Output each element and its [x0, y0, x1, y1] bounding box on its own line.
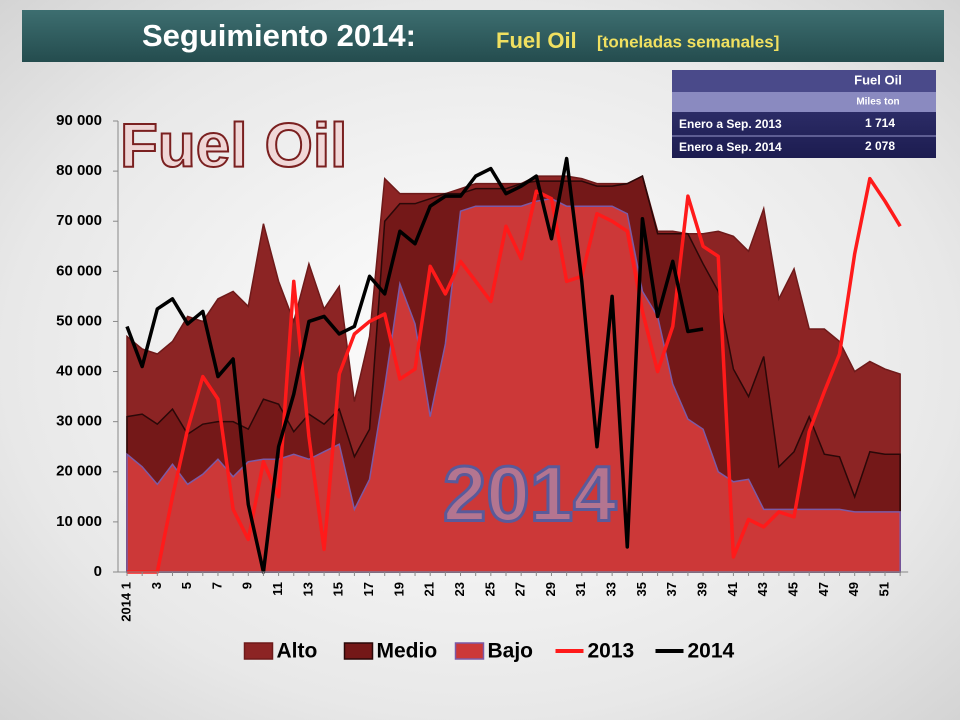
watermark: Fuel Oil [120, 111, 347, 180]
y-tick-label: 60 000 [56, 262, 102, 279]
subtitle: Fuel Oil [496, 28, 577, 53]
x-tick-label: 2014 1 [118, 582, 133, 622]
unit: [toneladas semanales] [597, 32, 779, 51]
x-tick-label: 45 [785, 582, 800, 596]
legend-label: 2013 [588, 640, 635, 663]
watermark: 2014 [443, 450, 617, 538]
x-tick-label: 33 [604, 582, 619, 596]
x-tick-label: 21 [422, 582, 437, 596]
table-subheader-text: Miles ton [856, 97, 899, 108]
y-tick-label: 0 [94, 563, 102, 580]
table-subheader [672, 92, 936, 112]
title: Seguimiento 2014: [142, 18, 416, 53]
table-header [672, 70, 936, 92]
line [125, 156, 704, 574]
y-tick-label: 20 000 [56, 463, 102, 480]
x-tick-label: 37 [664, 582, 679, 596]
x-tick-label: 25 [482, 582, 497, 596]
x-tick-label: 41 [725, 582, 740, 596]
legend-swatch [454, 642, 485, 660]
x-tick-label: 39 [695, 582, 710, 596]
x-tick-label: 5 [179, 582, 194, 589]
legend-swatch [243, 642, 274, 660]
y-tick-label: 80 000 [56, 162, 102, 179]
x-tick-label: 23 [452, 582, 467, 596]
x-tick-label: 7 [209, 582, 224, 589]
table-cell: 2 078 [865, 139, 895, 153]
y-tick-label: 30 000 [56, 413, 102, 430]
x-tick-label: 49 [846, 582, 861, 596]
x-tick-label: 15 [331, 582, 346, 596]
x-tick-label: 27 [513, 582, 528, 596]
x-tick-label: 47 [816, 582, 831, 596]
x-tick-label: 13 [300, 582, 315, 596]
legend-label: 2014 [688, 640, 735, 663]
y-tick-label: 40 000 [56, 363, 102, 380]
y-tick-label: 70 000 [56, 212, 102, 229]
x-tick-label: 19 [391, 582, 406, 596]
legend-label: Medio [377, 640, 438, 663]
table-cell: Enero a Sep. 2014 [679, 140, 782, 154]
table-header-text: Fuel Oil [854, 72, 902, 87]
x-tick-label: 9 [240, 582, 255, 589]
table-cell: 1 714 [865, 116, 895, 130]
table-cell: Enero a Sep. 2013 [679, 117, 782, 131]
x-tick-label: 17 [361, 582, 376, 596]
x-tick-label: 35 [634, 582, 649, 596]
legend-label: Alto [277, 640, 318, 663]
x-tick-label: 11 [270, 582, 285, 596]
y-tick-label: 10 000 [56, 513, 102, 530]
x-tick-label: 51 [876, 582, 891, 596]
x-tick-label: 43 [755, 582, 770, 596]
x-tick-label: 29 [543, 582, 558, 596]
header-bar [22, 10, 944, 62]
x-tick-label: 31 [573, 582, 588, 596]
legend-label: Bajo [488, 640, 534, 663]
legend-swatch [343, 642, 374, 660]
y-tick-label: 90 000 [56, 112, 102, 129]
line [127, 176, 902, 574]
y-tick-label: 50 000 [56, 312, 102, 329]
x-tick-label: 3 [149, 582, 164, 589]
